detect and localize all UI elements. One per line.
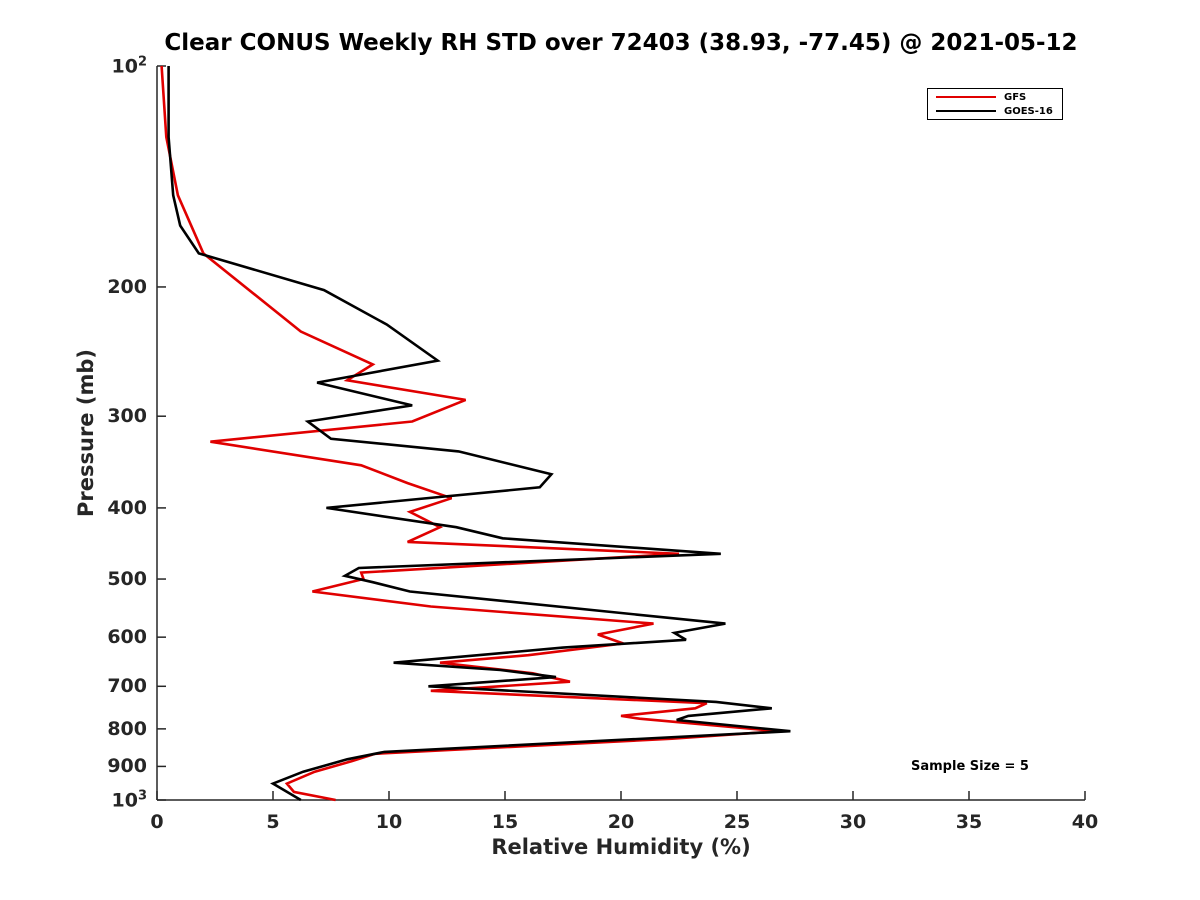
series-line-goes-16: [167, 66, 791, 802]
x-tick-label: 20: [607, 811, 635, 833]
y-tick-label: 103: [0, 788, 148, 812]
legend-label-gfs: GFS: [1004, 91, 1027, 103]
y-tick-label: 900: [0, 755, 147, 777]
x-tick-label: 40: [1071, 811, 1099, 833]
y-axis-label: Pressure (mb): [74, 349, 98, 517]
legend-item-goes: GOES-16: [936, 104, 1053, 118]
x-tick-label: 10: [375, 811, 403, 833]
y-tick-label: 300: [0, 405, 147, 427]
legend-label-goes: GOES-16: [1004, 105, 1053, 117]
x-tick-label: 35: [955, 811, 983, 833]
y-tick-label-exponent: 3: [137, 788, 147, 804]
y-tick-label: 500: [0, 568, 147, 590]
chart-title: Clear CONUS Weekly RH STD over 72403 (38…: [164, 30, 1078, 56]
y-tick-label: 102: [0, 54, 148, 78]
y-tick-label: 800: [0, 718, 147, 740]
y-tick-label-text: 10: [111, 55, 138, 78]
legend: GFS GOES-16: [927, 88, 1063, 120]
legend-swatch-goes: [936, 110, 996, 112]
y-tick-label-text: 10: [111, 789, 138, 812]
y-tick-label-text: 700: [107, 675, 147, 698]
series-line-gfs: [160, 65, 779, 802]
x-axis-label: Relative Humidity (%): [491, 835, 751, 859]
y-tick-label-text: 400: [107, 496, 147, 519]
y-tick-label: 400: [0, 497, 147, 519]
y-tick-label-exponent: 2: [137, 54, 147, 70]
y-tick-label: 200: [0, 276, 147, 298]
y-tick-label-text: 500: [107, 568, 147, 591]
sample-size-annotation: Sample Size = 5: [911, 759, 1029, 774]
y-tick-label: 700: [0, 675, 147, 697]
y-tick-label-text: 900: [107, 755, 147, 778]
x-tick-label: 5: [266, 811, 280, 833]
x-tick-label: 25: [723, 811, 751, 833]
y-tick-label-text: 200: [107, 275, 147, 298]
x-tick-label: 30: [839, 811, 867, 833]
y-tick-label-text: 600: [107, 626, 147, 649]
x-tick-label: 15: [491, 811, 519, 833]
y-tick-label: 600: [0, 626, 147, 648]
legend-swatch-gfs: [936, 96, 996, 98]
legend-item-gfs: GFS: [936, 90, 1026, 104]
y-tick-label-text: 800: [107, 717, 147, 740]
y-tick-label-text: 300: [107, 405, 147, 428]
x-tick-label: 0: [150, 811, 164, 833]
